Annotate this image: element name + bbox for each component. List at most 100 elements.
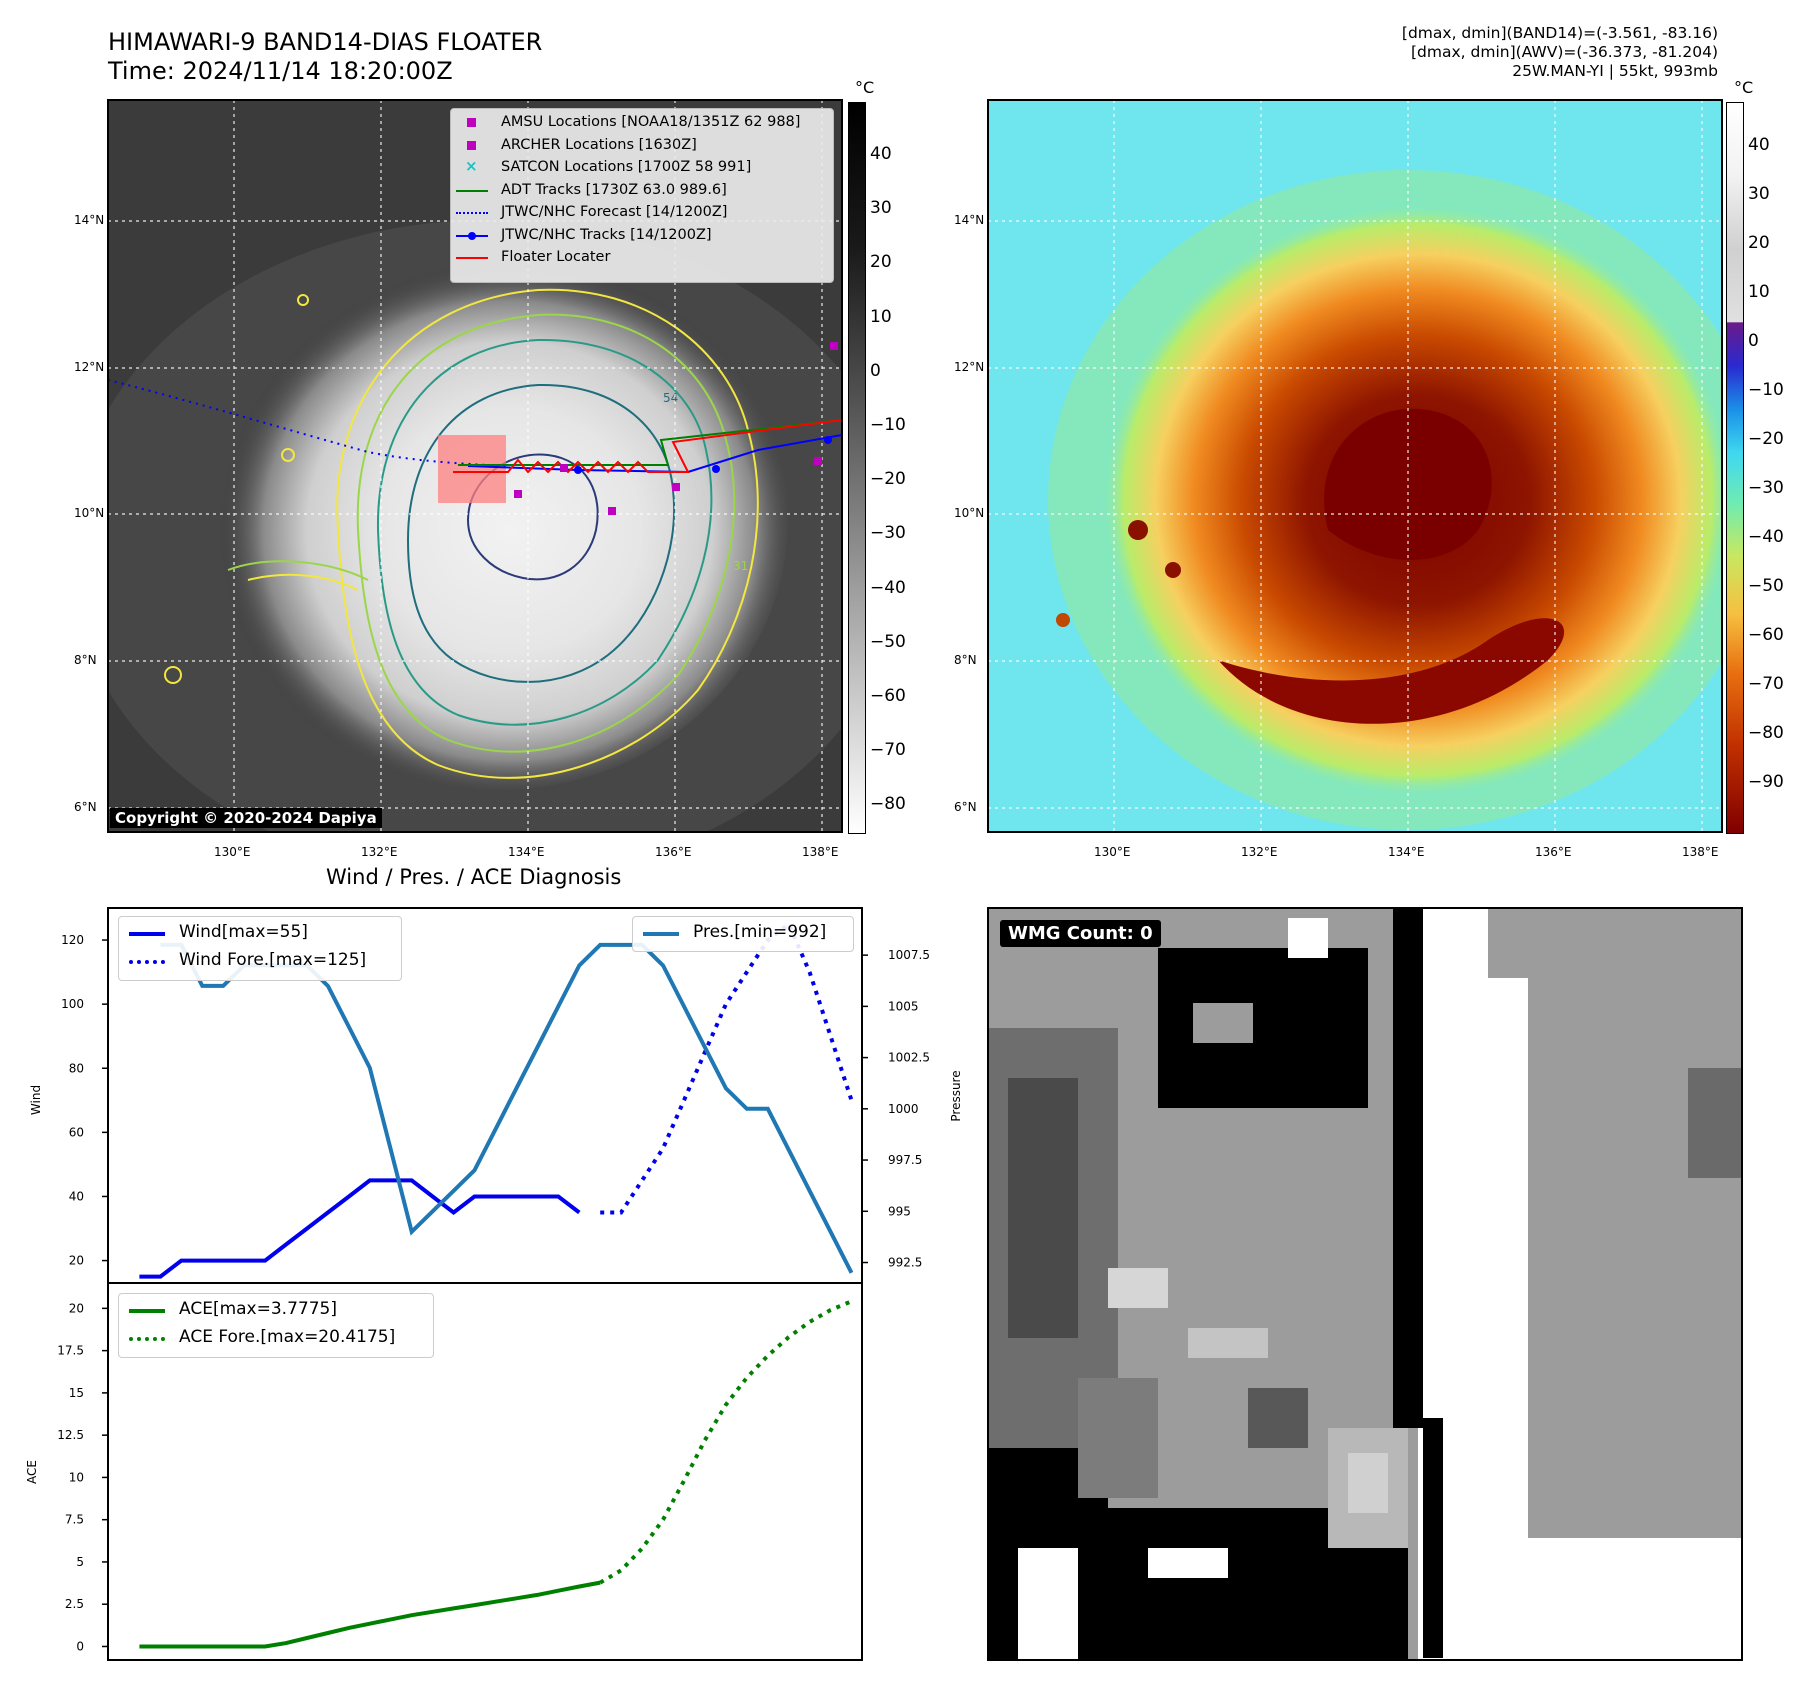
awv-colorbar-tick: 10 [1748,282,1770,302]
ir-legend: AMSU Locations [NOAA18/1351Z 62 988] ARC… [450,108,834,283]
ace-tick-label: 0 [76,1639,84,1653]
awv-colorbar-tick: 30 [1748,184,1770,204]
legend-item-forecast: JTWC/NHC Forecast [14/1200Z] [451,201,833,224]
pressure-tick-label: 1000 [888,1102,919,1116]
awv-colorbar-tick: −10 [1748,380,1784,400]
ir-colorbar-tick: −50 [870,631,906,652]
pressure-legend: Pres.[min=992] [632,916,854,952]
awv-satellite-image [988,100,1768,832]
awv-lat-label: 8°N [954,653,977,667]
ir-colorbar-tick: −20 [870,469,906,490]
wind-tick-label: 40 [69,1189,84,1203]
legend-item-tracks: JTWC/NHC Tracks [14/1200Z] [451,224,833,247]
ir-lat-label: 12°N [74,360,105,374]
ir-colorbar-tick: −40 [870,577,906,598]
ir-lon-label: 132°E [361,845,398,859]
pressure-legend-label: Pres.[min=992] [693,922,827,942]
ir-colorbar-tick: 0 [870,360,881,381]
ace-tick-label: 2.5 [65,1597,84,1611]
wind-legend-symbol [129,932,165,936]
wind-legend: Wind[max=55] Wind Fore.[max=125] [118,916,402,981]
ir-lon-label: 134°E [508,845,545,859]
tracks-legend-dot [468,231,476,240]
ir-colorbar-tick: −70 [870,740,906,761]
ace-fore-legend-symbol [129,1337,165,1341]
ace-tick-label: 10 [69,1470,84,1484]
ir-colorbar-tick: 20 [870,252,892,273]
archer-legend-symbol [467,140,476,150]
forecast-legend-symbol [456,212,488,214]
awv-lat-label: 14°N [954,213,985,227]
wind-series-1 [600,920,854,1215]
ir-lat-label: 10°N [74,506,105,520]
diagnosis-title: Wind / Pres. / ACE Diagnosis [326,865,622,889]
ir-lon-label: 130°E [214,845,251,859]
legend-label-archer: ARCHER Locations [1630Z] [501,136,697,153]
ir-lat-label: 6°N [74,800,97,814]
ir-colorbar-unit: °C [855,78,875,97]
ir-lat-label: 14°N [74,213,105,227]
awv-colorbar-tick: −60 [1748,625,1784,645]
ir-colorbar-tick: 30 [870,198,892,219]
amsu-marker [814,457,822,465]
ace-plot-frame [107,1282,863,1661]
ace-legend-symbol [129,1309,165,1313]
ace-tick-label: 5 [76,1555,84,1569]
awv-colorbar-tick: −80 [1748,723,1784,743]
pressure-tick-label: 1005 [888,999,919,1013]
amsu-marker [830,342,838,350]
wind-ylabel: Wind [29,1085,43,1115]
awv-colorbar-tick: −70 [1748,674,1784,694]
awv-lon-label: 138°E [1682,845,1719,859]
awv-satellite-panel [988,100,1768,832]
awv-lon-label: 130°E [1094,845,1131,859]
satcon-legend-symbol: × [465,157,478,175]
ace-tick-label: 20 [69,1301,84,1315]
jtwc-track-point [824,436,832,444]
wind-lines [139,920,854,1279]
archer-marker [560,464,568,472]
awv-colorbar-tick: 0 [1748,331,1759,351]
pressure-tick-label: 992.5 [888,1256,922,1270]
awv-colorbar-tick: −30 [1748,478,1784,498]
copyright-label: Copyright © 2020-2024 Dapiya [110,808,382,828]
legend-item-archer: ARCHER Locations [1630Z] [451,134,833,157]
legend-label-satcon: SATCON Locations [1700Z 58 991] [501,159,752,175]
ir-contour-label-31: 31 [733,559,748,573]
pressure-axis: 992.5 995 997.5 1000 1002.5 1005 1007.5 [862,948,930,1270]
ir-colorbar-tick: 40 [870,144,892,164]
awv-colorbar-tick: −90 [1748,772,1784,792]
pressure-tick-label: 997.5 [888,1153,922,1167]
floater-locater-box [438,435,506,503]
adt-legend-symbol [456,189,488,192]
wind-tick-label: 100 [61,997,84,1011]
figure-title-line1: HIMAWARI-9 BAND14-DIAS FLOATER [108,28,543,56]
wind-fore-legend-symbol [129,960,165,964]
ace-series-0 [139,1580,601,1649]
pressure-tick-label: 1002.5 [888,1051,930,1065]
ace-tick-label: 7.5 [65,1513,84,1527]
wind-tick-label: 80 [69,1061,84,1075]
legend-label-amsu: AMSU Locations [NOAA18/1351Z 62 988] [501,114,801,130]
legend-label-floater: Floater Locater [501,249,611,265]
awv-lat-label: 6°N [954,800,977,814]
wmg-panel: WMG Count: 0 [988,908,1742,1660]
info-dmax-band14: [dmax, dmin](BAND14)=(-3.561, -83.16) [1401,24,1718,42]
ir-colorbar-tick: −10 [870,415,906,435]
pressure-ylabel: Pressure [949,1070,963,1121]
pressure-lines [160,942,854,1274]
ir-colorbar-tick: 10 [870,306,892,327]
ir-lon-label: 136°E [655,845,692,859]
awv-colorbar-tick: −40 [1748,527,1784,547]
legend-label-adt: ADT Tracks [1730Z 63.0 989.6] [501,181,727,198]
wmg-image [988,908,1742,1660]
ir-panel-frame [107,99,843,833]
wind-series-0 [139,1178,581,1279]
pressure-tick-label: 1007.5 [888,948,930,962]
wind-tick-label: 120 [61,933,84,947]
jtwc-track-point [574,466,582,474]
awv-colorbar-tick: −20 [1748,429,1784,449]
ir-satellite-panel: 54 31 [68,100,908,880]
legend-item-amsu: AMSU Locations [NOAA18/1351Z 62 988] [451,111,833,134]
